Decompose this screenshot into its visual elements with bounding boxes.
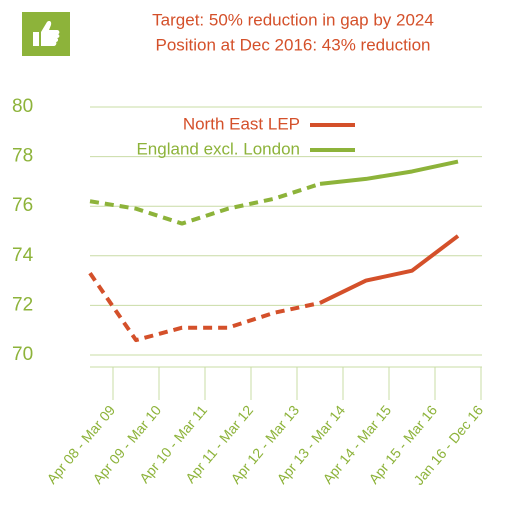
- y-tick-label: 78: [12, 146, 33, 167]
- chart-title: Target: 50% reduction in gap by 2024: [152, 10, 434, 29]
- chart-subtitle: Position at Dec 2016: 43% reduction: [155, 35, 430, 54]
- y-tick-label: 72: [12, 294, 33, 315]
- y-tick-label: 80: [12, 96, 33, 117]
- y-tick-label: 70: [12, 344, 33, 365]
- line: [319, 159, 459, 186]
- line-dashed: [88, 272, 321, 343]
- y-tick-label: 76: [12, 195, 33, 216]
- legend-label: England excl. London: [136, 139, 300, 158]
- legend-label: North East LEP: [183, 114, 300, 133]
- line: [319, 234, 460, 305]
- y-tick-label: 74: [12, 245, 34, 266]
- line-dashed: [89, 181, 321, 226]
- thumbs-up-icon: [22, 12, 70, 56]
